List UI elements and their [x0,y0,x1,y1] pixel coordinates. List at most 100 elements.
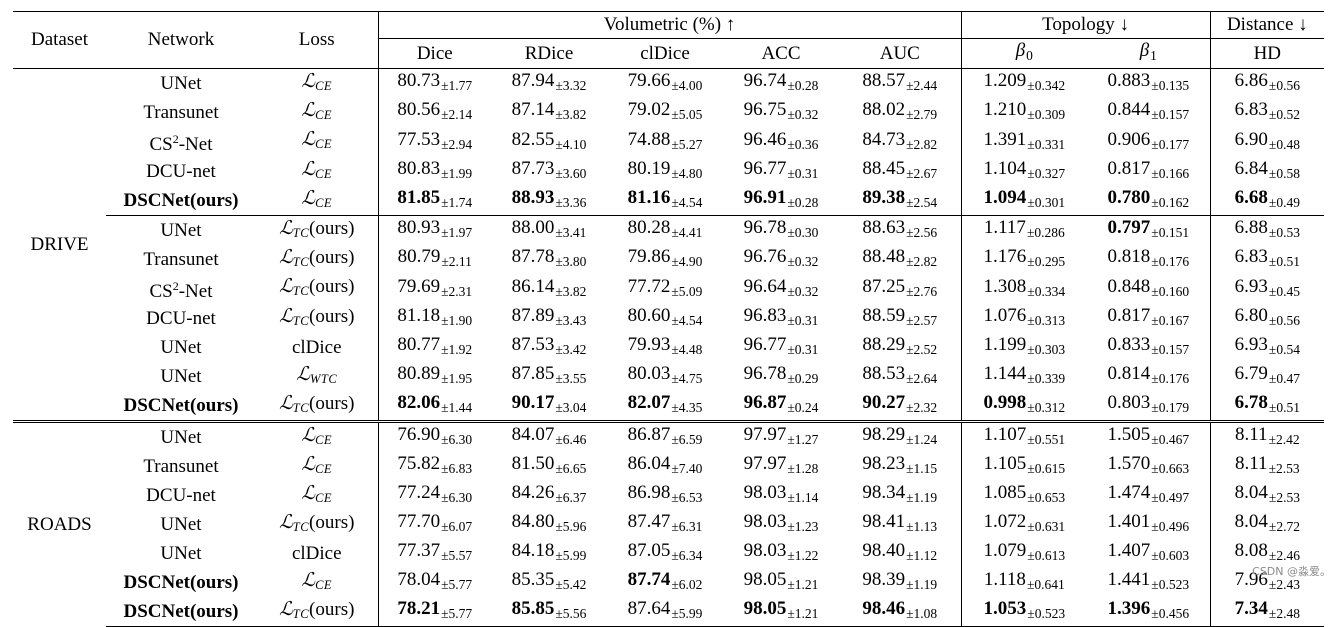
metric-value: 87.74 [627,569,671,590]
metric-value: 98.29 [862,424,906,445]
metric-cell: 96.64±0.32 [723,274,839,304]
metric-cell: 1.396±0.456 [1087,597,1211,627]
loss-subscript: CE [315,461,333,476]
metric-cell: 96.78±0.29 [723,362,839,391]
metric-std: ±0.162 [1151,195,1190,210]
metric-cell: 79.93±4.48 [607,333,723,362]
metric-value: 1.118 [983,569,1026,590]
metric-std: ±0.31 [787,342,819,357]
metric-cell: 80.77±1.92 [377,333,491,362]
metric-std: ±1.19 [906,577,938,592]
metric-std: ±0.51 [1268,254,1300,269]
metric-value: 6.83 [1234,246,1268,267]
network-cell: UNet [106,362,256,391]
metric-value: 88.63 [862,217,906,238]
metric-std: ±4.54 [671,313,703,328]
metric-std: ±6.83 [441,461,473,476]
metric-cell: 81.50±6.65 [491,452,607,481]
metric-cell: 84.73±2.82 [839,127,961,157]
metric-value: 0.818 [1107,246,1151,267]
metric-std: ±0.603 [1151,548,1190,563]
table-row: CS2-Net ℒTC(ours) 79.69±2.31 86.14±3.82 77.7… [13,274,1325,304]
metric-value: 6.79 [1234,363,1268,384]
metric-cell: 87.25±2.76 [839,274,961,304]
metric-cell: 96.78±0.30 [723,215,839,245]
metric-cell: 0.817±0.166 [1087,157,1210,186]
loss-subscript: CE [315,195,333,210]
metric-value: 75.82 [397,453,441,474]
ours-tag: (ours) [309,392,355,414]
metric-value: 89.38 [862,187,906,208]
metric-std: ±5.96 [555,519,587,534]
metric-value: 7.34 [1234,598,1268,619]
metric-std: ±5.99 [671,606,703,621]
network-cell: UNet [106,68,256,98]
loss-symbol: ℒCE [301,129,333,151]
metric-cell: 0.998±0.312 [960,391,1088,422]
network-cell: UNet [106,215,256,245]
loss-symbol: ℒTC [279,392,310,415]
metric-cell: 88.29±2.52 [839,333,961,362]
metric-cell: 90.27±2.32 [839,391,961,422]
metric-std: ±2.14 [441,107,473,122]
network-cell: CS2-Net [106,274,256,304]
metric-cell: 79.02±5.05 [607,98,723,127]
metric-cell: 80.83±1.99 [377,157,491,186]
header-rdice: RDice [491,38,607,69]
network-name: UNet [160,336,202,358]
metric-value: 86.98 [627,482,671,503]
loss-cell: ℒTC(ours) [256,391,378,422]
metric-cell: 80.89±1.95 [377,362,491,391]
loss-cell: ℒTC(ours) [256,304,378,333]
metric-std: ±1.12 [906,548,938,563]
metric-value: 97.97 [743,424,787,445]
metric-cell: 0.797±0.151 [1087,215,1211,245]
metric-value: 1.391 [983,128,1027,150]
metric-value: 78.21 [397,598,441,619]
metric-cell: 76.90±6.30 [377,420,491,452]
metric-value: 84.07 [511,424,555,445]
metric-std: ±6.02 [671,577,703,592]
metric-std: ±3.55 [555,371,587,386]
metric-std: ±0.551 [1027,432,1066,447]
network-cell: DSCNet(ours) [106,597,256,627]
metric-cell: 87.64±5.99 [607,597,723,627]
loss-cell: ℒCE [256,568,378,597]
metric-value: 84.80 [511,511,555,532]
metric-value: 87.85 [511,363,555,384]
metric-std: ±1.23 [787,519,819,534]
loss-cell: ℒTC(ours) [256,274,378,304]
table-row: UNet ℒTC(ours) 77.70±6.07 84.80±5.96 87.47±6… [13,510,1325,539]
metric-value: 0.848 [1107,275,1151,297]
metric-std: ±0.641 [1026,577,1065,592]
metric-std: ±2.53 [1268,461,1300,476]
metric-std: ±0.467 [1151,432,1190,447]
metric-value: 1.441 [1107,569,1151,590]
metric-value: 84.18 [511,540,555,561]
metric-cell: 97.97±1.27 [723,420,839,452]
metric-cell: 96.83±0.31 [723,304,839,333]
metric-value: 0.814 [1107,363,1151,384]
loss-subscript: TC [292,606,310,621]
metric-cell: 88.48±2.82 [839,245,961,274]
metric-cell: 84.18±5.99 [491,539,607,568]
metric-cell: 78.21±5.77 [377,597,491,627]
metric-cell: 98.03±1.23 [723,510,839,539]
metric-std: ±1.08 [906,606,938,621]
metric-std: ±0.31 [787,313,819,328]
metric-value: 96.83 [743,305,787,326]
metric-value: 8.04 [1234,511,1268,532]
metric-cell: 1.209±0.342 [960,68,1088,98]
ours-tag: (ours) [309,511,355,533]
metric-cell: 6.90±0.48 [1209,127,1325,157]
loss-symbol: ℒTC [279,276,310,298]
metric-value: 80.60 [627,305,671,326]
ours-tag: (ours) [309,305,355,327]
network-cell: Transunet [106,452,256,481]
metric-std: ±0.176 [1151,254,1190,269]
metric-cell: 96.87±0.24 [723,391,839,422]
metric-std: ±3.43 [555,313,587,328]
metric-std: ±2.57 [906,313,938,328]
table-row: UNet clDice 77.37±5.57 84.18±5.99 87.05±6.34… [13,539,1325,568]
results-table: Dataset Network Loss Volumetric (%) ↑ To… [13,11,1325,627]
